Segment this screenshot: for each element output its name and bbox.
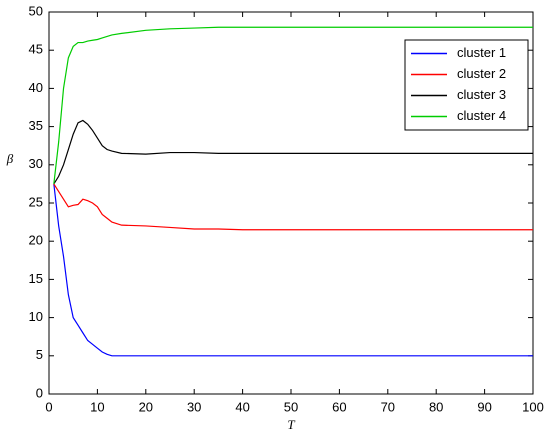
y-tick-label: 5 xyxy=(36,347,43,362)
x-tick-label: 30 xyxy=(187,399,201,414)
legend-label: cluster 1 xyxy=(457,45,506,60)
x-tick-label: 40 xyxy=(235,399,249,414)
y-tick-label: 30 xyxy=(29,156,43,171)
legend-label: cluster 2 xyxy=(457,66,506,81)
y-tick-label: 35 xyxy=(29,118,43,133)
x-tick-label: 100 xyxy=(522,399,544,414)
legend-label: cluster 4 xyxy=(457,108,506,123)
series-line xyxy=(53,183,533,231)
series-line xyxy=(53,26,533,184)
x-tick-label: 50 xyxy=(284,399,298,414)
y-tick-label: 40 xyxy=(29,80,43,95)
y-tick-label: 45 xyxy=(29,42,43,57)
legend-label: cluster 3 xyxy=(457,87,506,102)
x-tick-label: 10 xyxy=(90,399,104,414)
y-tick-label: 50 xyxy=(29,3,43,18)
legend-box xyxy=(404,39,529,131)
y-tick-label: 15 xyxy=(29,271,43,286)
x-tick-label: 0 xyxy=(45,399,52,414)
y-axis-label: β xyxy=(6,151,14,166)
x-tick-label: 20 xyxy=(139,399,153,414)
x-tick-label: 90 xyxy=(477,399,491,414)
y-tick-label: 10 xyxy=(29,309,43,324)
x-tick-label: 80 xyxy=(429,399,443,414)
series-line xyxy=(53,119,533,185)
x-tick-label: 60 xyxy=(332,399,346,414)
x-axis-label: T xyxy=(287,417,295,432)
series-line xyxy=(53,183,533,357)
x-tick-label: 70 xyxy=(381,399,395,414)
y-tick-label: 0 xyxy=(36,385,43,400)
y-tick-label: 25 xyxy=(29,194,43,209)
y-tick-label: 20 xyxy=(29,233,43,248)
